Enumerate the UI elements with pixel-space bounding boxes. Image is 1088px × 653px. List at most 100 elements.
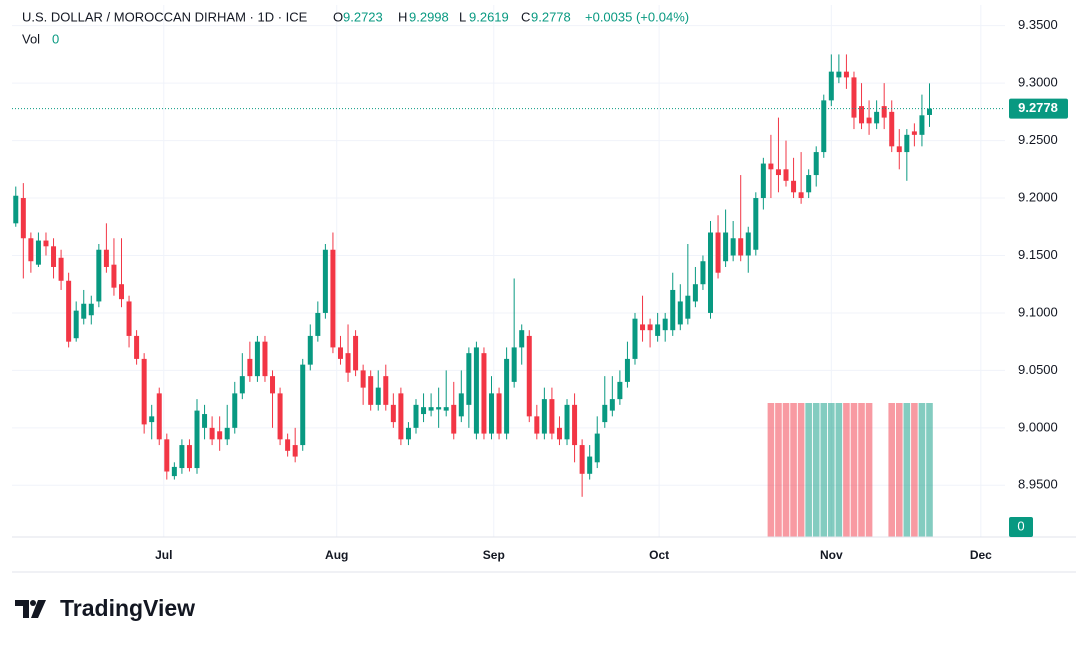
candle-body <box>926 108 932 115</box>
volume-bar <box>903 403 911 537</box>
close-value: 9.2778 <box>531 9 571 24</box>
candle-body <box>35 240 41 265</box>
candle-body <box>436 407 442 410</box>
candle-body <box>919 115 925 135</box>
candle-body <box>511 347 517 382</box>
candle-body <box>640 324 646 331</box>
candle-body <box>911 131 917 135</box>
volume-bar <box>775 403 782 537</box>
candle-body <box>239 376 245 394</box>
brand-name: TradingView <box>60 595 195 621</box>
candle-body <box>254 341 260 377</box>
candle-body <box>859 106 865 124</box>
candle-body <box>277 393 283 440</box>
change-value: +0.0035 (+0.04%) <box>585 9 689 24</box>
candle-body <box>413 404 419 428</box>
y-tick-label: 9.0000 <box>1018 419 1058 434</box>
last-price-label: 9.2778 <box>1018 100 1058 115</box>
candle-body <box>179 445 185 469</box>
candle-body <box>489 393 495 434</box>
candle-body <box>285 439 291 451</box>
low-label: L <box>459 9 466 24</box>
candle-body <box>889 111 895 147</box>
candle-body <box>209 427 215 440</box>
candle-body <box>118 284 124 300</box>
candle-body <box>572 404 578 446</box>
volume-bar <box>850 403 858 537</box>
candle-body <box>443 407 449 411</box>
candle-body <box>836 71 842 78</box>
volume-bar <box>828 403 835 537</box>
candle-body <box>496 393 502 434</box>
candle-body <box>579 445 585 474</box>
x-tick-label: Nov <box>820 548 843 562</box>
y-tick-label: 9.2000 <box>1018 189 1058 204</box>
candle-body <box>383 376 389 405</box>
candle-body <box>541 399 547 434</box>
candle-body <box>156 393 162 440</box>
volume-bar <box>843 403 850 537</box>
candle-body <box>504 358 510 434</box>
volume-bar <box>820 403 828 537</box>
candle-body <box>700 261 706 285</box>
candle-body <box>896 146 902 153</box>
candle-body <box>51 246 57 267</box>
y-tick-label: 9.1500 <box>1018 247 1058 262</box>
axes: 8.9500 9.0000 9.0500 9.1000 9.1500 9.2000 9.25… <box>12 17 1076 573</box>
candle-body <box>58 257 64 281</box>
candle-body <box>247 358 253 377</box>
candle-body <box>556 427 562 440</box>
volume-bar <box>926 403 933 537</box>
candle-body <box>390 404 396 423</box>
last-price-tag <box>1009 98 1068 119</box>
candle-body <box>368 376 374 405</box>
logo-icon <box>15 600 46 618</box>
candle-body <box>753 198 759 250</box>
volume-bar <box>918 403 926 537</box>
candle-body <box>783 169 789 181</box>
logo-dot <box>30 600 36 606</box>
candle-body <box>28 238 34 262</box>
y-tick-label: 9.2500 <box>1018 132 1058 147</box>
x-tick-label: Jul <box>155 548 172 562</box>
candle-body <box>126 301 132 336</box>
candle-body <box>768 163 774 170</box>
candle-body <box>353 335 359 371</box>
candle-body <box>564 404 570 440</box>
x-tick-label: Dec <box>970 548 992 562</box>
candle-body <box>828 71 834 101</box>
candle-body <box>685 295 691 319</box>
open-label: O <box>333 9 343 24</box>
candle-body <box>337 347 343 359</box>
candle-body <box>707 232 713 313</box>
candle-body <box>466 353 472 405</box>
candle-body <box>345 353 351 373</box>
candle-body <box>186 445 192 469</box>
y-tick-label: 8.9500 <box>1018 477 1058 492</box>
candle-body <box>851 77 857 118</box>
x-tick-label: Oct <box>649 548 669 562</box>
volume-label: Vol <box>22 31 40 46</box>
candle-body <box>609 399 615 411</box>
candle-body <box>843 71 849 78</box>
candle-body <box>715 232 721 273</box>
candle-body <box>88 303 94 316</box>
candle-body <box>458 393 464 417</box>
candle-body <box>202 414 208 428</box>
legend: U.S. DOLLAR / MOROCCAN DIRHAM · 1D · ICE… <box>22 9 689 46</box>
candle-body <box>428 407 434 411</box>
candle-body <box>81 303 87 319</box>
candle-body <box>602 404 608 423</box>
symbol-title: U.S. DOLLAR / MOROCCAN DIRHAM · 1D · ICE <box>22 9 308 24</box>
candle-body <box>322 249 328 313</box>
candle-body <box>171 466 177 477</box>
candle-body <box>66 280 72 342</box>
candle-body <box>594 433 600 463</box>
candle-body <box>103 249 109 267</box>
candle-body <box>232 393 238 428</box>
volume-bar <box>888 403 896 537</box>
x-tick-label: Sep <box>483 548 505 562</box>
candle-body <box>775 169 781 176</box>
candle-body <box>617 381 623 400</box>
candle-body <box>405 427 411 440</box>
